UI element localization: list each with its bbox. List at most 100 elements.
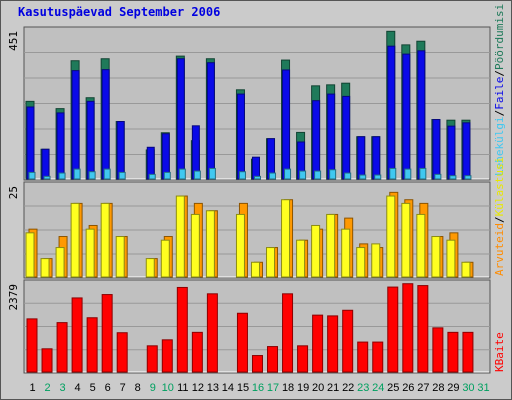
legend-top-part: / [493,70,506,77]
kbytes-bar-day-21 [327,315,339,373]
sites-bar-day-15 [235,213,245,278]
files-bar-day-23 [357,136,366,180]
chart-title: Kasutuspäevad September 2006 [18,5,221,19]
files-bar-day-4 [71,70,80,180]
legend-middle-part: / [493,216,506,223]
sites-bar-day-22 [341,228,351,278]
kbytes-bar-day-2 [41,348,53,373]
day-label-8: 8 [135,382,141,394]
files-bar-day-27 [417,50,426,180]
panel-2-ymax-label: 25 [7,186,20,199]
sites-bar-day-19 [296,239,306,278]
day-label-27: 27 [417,382,429,394]
files-bar-day-30 [462,122,471,180]
files-bar-day-20 [312,100,321,180]
pages-bar-day-1 [28,171,36,180]
legend-middle: Arvuteid/Külastusi [493,157,506,276]
sites-bar-day-6 [100,202,110,278]
sites-bar-day-17 [266,247,276,278]
pages-bar-day-18 [284,168,292,180]
pages-bar-day-19 [299,170,307,180]
legend-top-part: Faile [493,77,506,110]
sites-bar-day-18 [281,199,291,278]
kbytes-bar-day-26 [402,283,414,373]
sites-bar-day-11 [175,195,185,278]
day-label-23: 23 [357,382,369,394]
day-label-13: 13 [207,382,219,394]
pages-bar-day-28 [434,173,442,180]
pages-bar-day-13 [208,167,216,180]
sites-bar-day-28 [431,236,441,278]
day-label-1: 1 [29,382,35,394]
files-bar-day-18 [282,69,291,180]
pages-bar-day-25 [389,167,397,180]
files-bar-day-3 [56,112,65,180]
day-label-29: 29 [447,382,459,394]
day-label-12: 12 [192,382,204,394]
legend-top-part: Lehekülgi [493,116,506,176]
kbytes-bar-day-24 [372,341,384,373]
pages-bar-day-16 [253,175,261,180]
sites-bar-day-4 [70,202,80,278]
pages-bar-day-11 [178,168,186,180]
day-label-19: 19 [297,382,309,394]
kbytes-bar-day-12 [191,331,203,373]
kbytes-bar-day-25 [387,286,399,373]
day-label-10: 10 [162,382,174,394]
pages-bar-day-9 [148,173,156,180]
files-bar-day-1 [26,106,35,180]
kbytes-bar-day-19 [297,345,309,373]
files-bar-day-25 [387,45,396,180]
day-label-18: 18 [282,382,294,394]
sites-bar-day-3 [55,247,65,278]
pages-bar-day-4 [73,168,81,180]
day-label-24: 24 [372,382,384,394]
day-label-11: 11 [177,382,188,394]
files-bar-day-11 [176,58,185,180]
day-label-25: 25 [387,382,399,394]
sites-bar-day-2 [40,258,50,278]
kbytes-bar-day-10 [161,339,173,373]
sites-bar-day-5 [85,228,95,278]
files-bar-day-5 [86,100,95,180]
legend-top: Lehekülgi/Faile/Pöördumisi [493,4,506,176]
pages-bar-day-26 [404,168,412,180]
sites-bar-day-21 [326,213,336,278]
pages-bar-day-6 [103,168,111,180]
kbytes-bar-day-9 [146,345,158,373]
pages-bar-day-24 [374,174,382,180]
day-label-4: 4 [75,382,81,394]
day-label-6: 6 [105,382,111,394]
sites-bar-day-1 [25,232,35,278]
kbytes-bar-day-18 [282,293,294,373]
files-bar-day-26 [402,53,411,180]
day-label-15: 15 [237,382,249,394]
sites-bar-day-25 [386,195,396,278]
pages-bar-day-10 [163,171,171,180]
pages-bar-day-2 [43,175,51,180]
kbytes-bar-day-30 [462,331,474,373]
pages-bar-day-17 [269,172,277,180]
day-label-5: 5 [90,382,96,394]
kbytes-bar-day-27 [417,285,429,373]
sites-bar-day-29 [446,239,456,278]
kbytes-bar-day-15 [236,312,248,373]
pages-bar-day-27 [419,167,427,180]
kbytes-bar-day-1 [26,318,38,373]
kbytes-bar-day-28 [432,327,444,373]
day-label-31: 31 [477,382,489,394]
sites-bar-day-9 [145,258,155,278]
sites-bar-day-13 [205,210,215,278]
pages-bar-day-7 [118,171,126,180]
kbytes-bar-day-22 [342,309,354,373]
day-label-16: 16 [252,382,264,394]
files-bar-day-28 [432,119,441,180]
pages-bar-day-30 [464,175,472,180]
files-bar-day-21 [327,93,336,180]
legend-bottom: KBaite [493,332,506,372]
sites-bar-day-23 [356,247,366,278]
day-label-21: 21 [327,382,339,394]
day-label-28: 28 [432,382,444,394]
kbytes-bar-day-13 [206,293,218,373]
